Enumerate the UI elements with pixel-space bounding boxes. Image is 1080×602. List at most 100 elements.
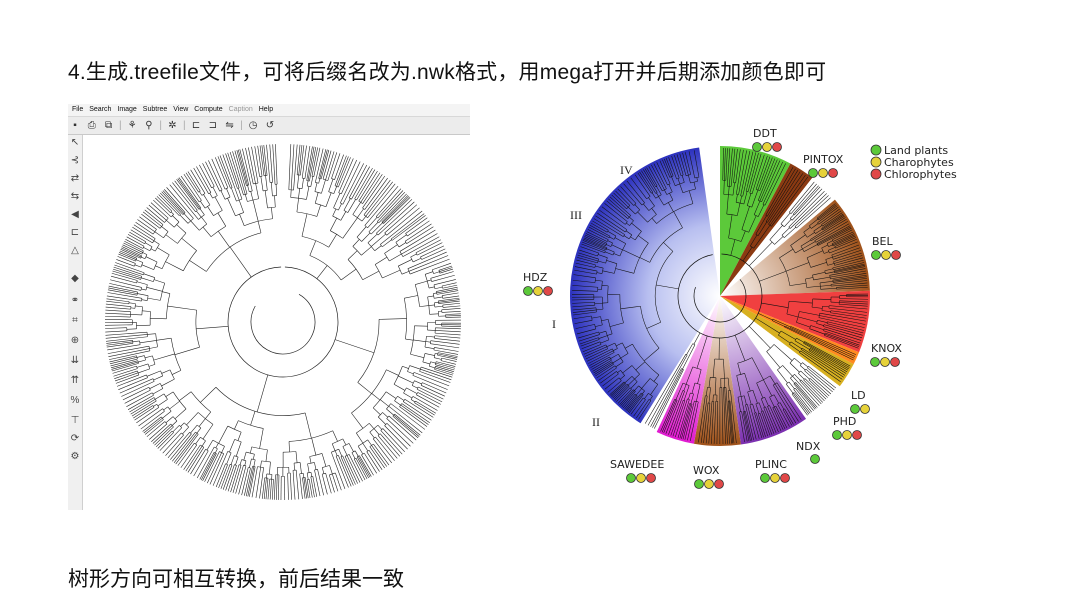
clade-label-wox: WOX xyxy=(693,464,720,477)
page-footer-note: 树形方向可相互转换，前后结果一致 xyxy=(68,568,404,591)
clade-dot xyxy=(891,250,901,260)
clade-dot xyxy=(646,473,656,483)
clade-label-knox: KNOX xyxy=(871,342,902,355)
menu-file[interactable]: File xyxy=(72,106,84,113)
menu-help[interactable]: Help xyxy=(258,106,274,113)
bw-circular-tree xyxy=(104,144,461,500)
menu-caption: Caption xyxy=(228,106,253,113)
clade-dot xyxy=(871,250,881,260)
legend-charophytes: Charophytes xyxy=(884,156,954,169)
clade-dot xyxy=(842,430,852,440)
scale-icon[interactable]: △ xyxy=(71,245,79,256)
gear-icon[interactable]: ⚙ xyxy=(70,451,80,462)
clade-dot xyxy=(704,479,714,489)
pointer-icon[interactable]: ↖ xyxy=(70,137,80,148)
clade-label-ndx: NDX xyxy=(796,440,821,453)
clade-dot xyxy=(694,479,704,489)
clade-sector xyxy=(720,296,807,445)
subgroup-label-iii: III xyxy=(570,208,582,222)
colored-tree-figure: Land plants Charophytes Chlorophytes DDT… xyxy=(523,127,957,489)
clock-icon[interactable]: ◷ xyxy=(248,120,258,131)
clade-label-bel: BEL xyxy=(872,235,893,248)
root-icon[interactable]: ✲ xyxy=(168,120,177,131)
branch-icon[interactable]: ⊤ xyxy=(70,415,80,426)
clade-dot xyxy=(714,479,724,489)
clade-dot xyxy=(818,168,828,178)
tree-style-icon[interactable]: ⚘ xyxy=(127,120,137,131)
clade-dot xyxy=(626,473,636,483)
menu-compute[interactable]: Compute xyxy=(194,106,223,113)
clade-dot xyxy=(762,142,772,152)
clade-dot xyxy=(770,473,780,483)
topology-icon[interactable]: ⚲ xyxy=(145,120,153,131)
legend-land-plants-swatch xyxy=(870,144,882,156)
color-icon[interactable]: ◆ xyxy=(71,273,79,284)
save-icon[interactable]: ▪ xyxy=(73,120,77,131)
clade-dot xyxy=(760,473,770,483)
clade-dot xyxy=(810,454,820,464)
compress-tool-icon[interactable]: ◀ xyxy=(71,209,79,220)
clade-dot xyxy=(780,473,790,483)
subgroup-label-i: I xyxy=(552,317,556,331)
zoom-icon[interactable]: ⌗ xyxy=(72,315,78,326)
clade-label-plinc: PLINC xyxy=(755,458,787,471)
flip-icon[interactable]: ⇄ xyxy=(70,173,80,184)
clade-label-pintox: PINTOX xyxy=(803,153,844,166)
clade-sector xyxy=(656,296,720,444)
clade-dot xyxy=(752,142,762,152)
undo-icon[interactable]: ↺ xyxy=(265,120,275,131)
menu-image[interactable]: Image xyxy=(117,106,137,113)
print-icon[interactable]: ⎙ xyxy=(87,120,96,131)
clade-sector xyxy=(570,147,720,424)
percent-icon[interactable]: % xyxy=(70,395,80,406)
legend-chlorophytes: Chlorophytes xyxy=(884,168,957,181)
swap-tool-icon[interactable]: ⇆ xyxy=(70,191,80,202)
menu-subtree[interactable]: Subtree xyxy=(142,106,168,113)
clade-dot xyxy=(881,250,891,260)
swap-icon[interactable]: ⇋ xyxy=(225,120,234,131)
clade-label-sawedee: SAWEDEE xyxy=(610,458,664,471)
root-tool-icon[interactable]: ⊰ xyxy=(70,155,80,166)
compress-icon[interactable]: ⊐ xyxy=(208,120,217,131)
clade-dot xyxy=(808,168,818,178)
menu-view[interactable]: View xyxy=(173,106,189,113)
mega-menubar: File Search Image Subtree View Compute C… xyxy=(68,104,470,117)
subtree-icon[interactable]: ⊏ xyxy=(191,120,201,131)
clade-dot xyxy=(772,142,782,152)
add-caption-icon[interactable]: ⊏ xyxy=(70,227,80,238)
clade-label-ld: LD xyxy=(851,389,866,402)
clade-label-ddt: DDT xyxy=(753,127,777,140)
clade-distribution-dots xyxy=(523,142,901,489)
clade-dot xyxy=(850,404,860,414)
subgroup-label-ii: II xyxy=(592,415,600,429)
mark-icon[interactable]: ⊕ xyxy=(70,335,80,346)
expand-icon[interactable]: ⇈ xyxy=(70,375,80,386)
mega-side-toolbar: ↖ ⊰ ⇄ ⇆ ◀ ⊏ △ ◆ ⚭ ⌗ ⊕ ⇊ ⇈ % ⊤ ⟳ ⚙ xyxy=(68,135,83,510)
clade-dot xyxy=(860,404,870,414)
clade-label-hdz: HDZ xyxy=(523,271,548,284)
subgroup-label-iv: IV xyxy=(620,163,633,177)
clade-dot xyxy=(543,286,553,296)
clade-dot xyxy=(870,357,880,367)
legend-charophytes-swatch xyxy=(870,156,882,168)
clade-sector xyxy=(720,177,835,296)
clade-dot xyxy=(533,286,543,296)
collapse-icon[interactable]: ⇊ xyxy=(70,355,80,366)
mega-tree-canvas[interactable] xyxy=(83,135,469,509)
menu-search[interactable]: Search xyxy=(89,106,112,113)
colored-tree-branches xyxy=(572,148,869,445)
refresh-icon[interactable]: ⟳ xyxy=(70,433,80,444)
find-icon[interactable]: ⚭ xyxy=(70,295,80,306)
clade-dot xyxy=(523,286,533,296)
copy-icon[interactable]: ⧉ xyxy=(104,120,113,131)
clade-dot xyxy=(852,430,862,440)
clade-dot xyxy=(828,168,838,178)
clade-label-phd: PHD xyxy=(833,415,856,428)
legend-chlorophytes-swatch xyxy=(870,168,882,180)
mega-toolbar: ▪ ⎙ ⧉ | ⚘ ⚲ | ✲ | ⊏ ⊐ ⇋ | ◷ ↺ xyxy=(68,117,470,135)
clade-sector xyxy=(720,163,813,296)
clade-sector xyxy=(720,296,860,365)
clade-dot xyxy=(636,473,646,483)
legend: Land plants Charophytes Chlorophytes xyxy=(870,144,957,181)
clade-dot xyxy=(880,357,890,367)
